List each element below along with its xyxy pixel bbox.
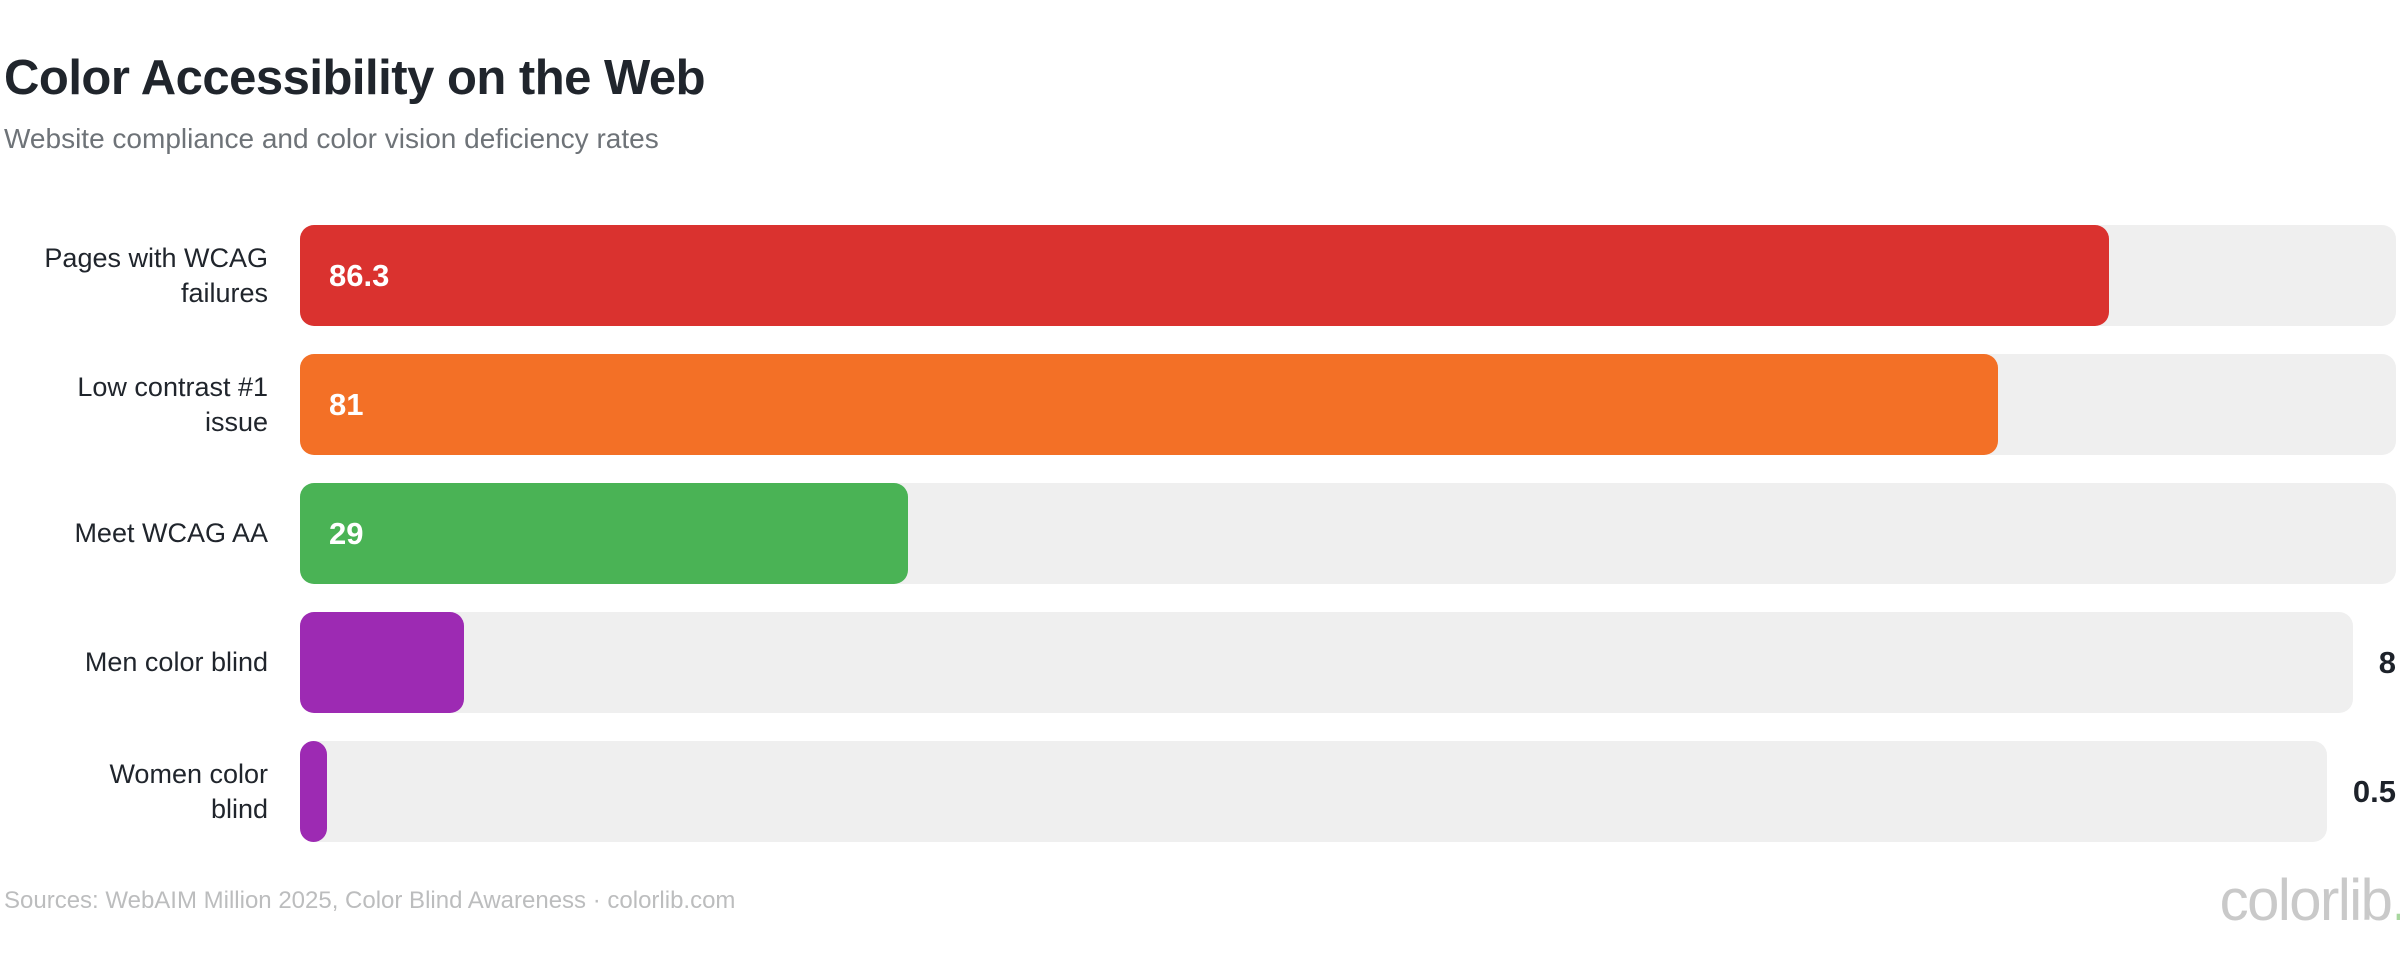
colorlib-logo-text: colorlib xyxy=(2219,868,2393,933)
bar-fill: 81 xyxy=(300,354,1998,456)
chart-row: Men color blind 8 xyxy=(4,612,2396,714)
sources-note: Sources: WebAIM Million 2025, Color Blin… xyxy=(4,887,736,914)
value-label: 86.3 xyxy=(329,257,390,293)
bar-track: 81 xyxy=(300,354,2396,456)
colorlib-logo: colorlib. xyxy=(2220,872,2400,930)
bar-fill xyxy=(300,612,465,714)
category-label: Low contrast #1 issue xyxy=(77,371,268,437)
value-label: 81 xyxy=(329,386,364,422)
bar-fill: 86.3 xyxy=(300,225,2109,327)
colorlib-logo-dot: . xyxy=(2391,868,2400,933)
bar-track: 29 xyxy=(300,483,2396,585)
page-title: Color Accessibility on the Web xyxy=(4,51,706,105)
chart-row: Pages with WCAG failures 86.3 xyxy=(4,225,2396,327)
chart-row: Meet WCAG AA 29 xyxy=(4,483,2396,585)
chart-header: Color Accessibility on the Web Website c… xyxy=(4,50,2396,155)
bar-chart: Pages with WCAG failures 86.3 Low contrast … xyxy=(4,225,2396,843)
category-label: Meet WCAG AA xyxy=(74,518,268,549)
chart-footer: Sources: WebAIM Million 2025, Color Blin… xyxy=(4,872,2400,930)
bar-track: 86.3 xyxy=(300,225,2396,327)
category-label: Pages with WCAG failures xyxy=(44,242,268,308)
bar-fill xyxy=(300,741,327,843)
bar-track xyxy=(300,612,2353,714)
chart-row: Low contrast #1 issue 81 xyxy=(4,354,2396,456)
chart-row: Women color blind 0.5 xyxy=(4,741,2396,843)
value-label: 0.5 xyxy=(2352,773,2396,809)
bar-track xyxy=(300,741,2327,843)
page-subtitle: Website compliance and color vision defi… xyxy=(4,122,659,154)
category-label: Women color blind xyxy=(109,758,268,824)
value-label: 8 xyxy=(2378,644,2396,680)
category-label: Men color blind xyxy=(84,647,268,678)
bar-fill: 29 xyxy=(300,483,908,585)
value-label: 29 xyxy=(329,515,364,551)
